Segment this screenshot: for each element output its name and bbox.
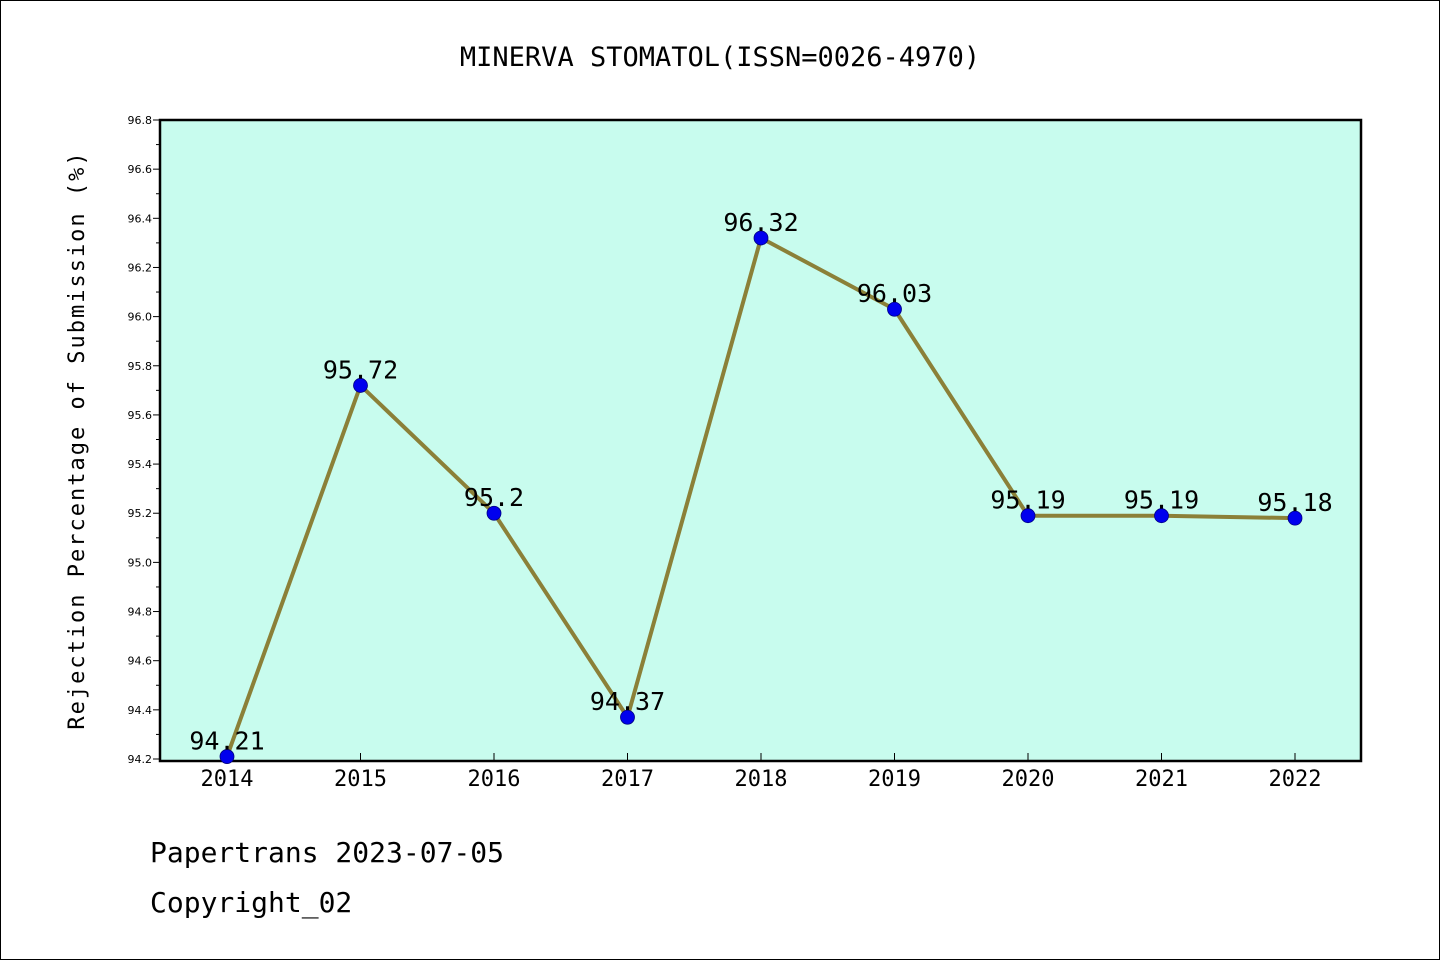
y-tick-label: 95.4 bbox=[128, 458, 153, 471]
data-label: 95.19 bbox=[990, 486, 1065, 515]
data-point bbox=[620, 709, 635, 725]
x-tick-label: 2019 bbox=[868, 767, 921, 792]
data-point bbox=[353, 378, 368, 393]
data-label: 94.21 bbox=[189, 727, 264, 756]
data-label: 95.18 bbox=[1257, 488, 1332, 517]
y-tick-label: 94.2 bbox=[128, 753, 153, 766]
chart-title: MINERVA STOMATOL(ISSN=0026-4970) bbox=[460, 42, 980, 73]
y-tick-label: 96.2 bbox=[128, 261, 153, 274]
y-axis: 94.2 94.4 94.6 94.8 95.0 95.2 95.4 95.6 95.8 96.0… bbox=[128, 114, 160, 766]
marker-group bbox=[219, 230, 1303, 764]
data-point bbox=[887, 301, 902, 317]
data-point bbox=[753, 230, 769, 246]
x-axis: 2014 2015 2016 2017 2018 2019 2020 2021 2022 bbox=[201, 753, 1322, 792]
x-tick-label: 2015 bbox=[334, 767, 387, 792]
data-label: 95.2 bbox=[464, 483, 524, 512]
data-label: 95.19 bbox=[1124, 486, 1199, 515]
data-label: 94.37 bbox=[590, 687, 665, 716]
y-tick-label: 94.4 bbox=[128, 704, 153, 717]
y-tick-label: 95.6 bbox=[128, 409, 153, 422]
y-tick-label: 96.0 bbox=[128, 311, 153, 324]
x-tick-label: 2018 bbox=[735, 767, 788, 792]
data-label: 96.32 bbox=[723, 208, 798, 237]
y-axis-label: Rejection Percentage of Submission (%) bbox=[65, 150, 90, 729]
y-tick-label: 94.6 bbox=[128, 655, 153, 668]
copyright-note: Copyright_02 bbox=[150, 886, 353, 919]
x-tick-label: 2021 bbox=[1135, 767, 1188, 792]
data-label: 95.72 bbox=[323, 355, 398, 384]
data-label: 96.03 bbox=[857, 279, 932, 308]
plot-area bbox=[158, 118, 1363, 763]
x-tick-label: 2014 bbox=[201, 767, 254, 792]
data-point bbox=[219, 749, 235, 764]
x-tick-label: 2017 bbox=[601, 767, 654, 792]
x-tick-label: 2022 bbox=[1269, 767, 1322, 792]
y-tick-label: 96.8 bbox=[128, 114, 153, 127]
source-note: Papertrans 2023-07-05 bbox=[150, 836, 505, 869]
data-point bbox=[486, 505, 502, 521]
y-tick-label: 95.0 bbox=[128, 556, 153, 569]
data-label-group: 94.21 95.72 95.2 94.37 96.32 96.03 95.19 95.19 9… bbox=[189, 208, 1332, 756]
data-point bbox=[1287, 510, 1303, 526]
y-tick-label: 94.8 bbox=[128, 606, 153, 619]
y-tick-label: 95.2 bbox=[128, 507, 153, 520]
y-tick-label: 96.4 bbox=[128, 212, 153, 225]
data-point bbox=[1020, 508, 1036, 524]
y-tick-label: 95.8 bbox=[128, 360, 153, 373]
x-tick-label: 2020 bbox=[1002, 767, 1055, 792]
y-tick-label: 96.6 bbox=[128, 163, 153, 176]
data-point bbox=[1154, 508, 1169, 524]
x-tick-label: 2016 bbox=[468, 767, 521, 792]
